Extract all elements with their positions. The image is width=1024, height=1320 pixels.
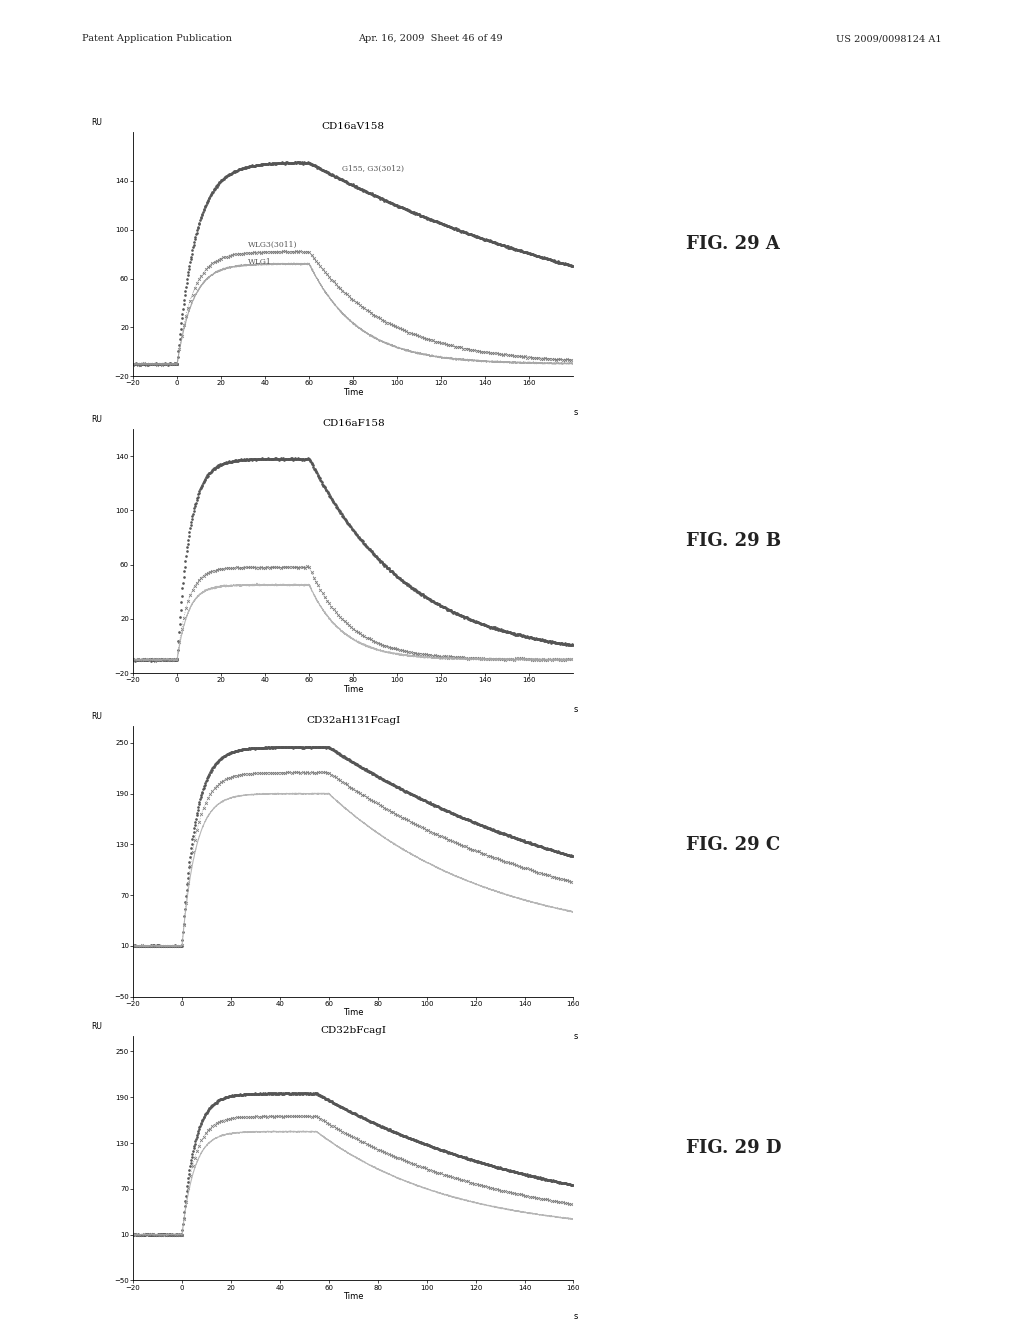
Text: s: s [573,408,578,417]
Text: s: s [573,1032,578,1040]
Text: RU: RU [91,711,102,721]
Text: RU: RU [91,1022,102,1031]
Text: Patent Application Publication: Patent Application Publication [82,34,231,44]
Title: CD32bFcagI: CD32bFcagI [321,1027,386,1035]
Text: US 2009/0098124 A1: US 2009/0098124 A1 [837,34,942,44]
Text: FIG. 29 C: FIG. 29 C [686,836,780,854]
Text: RU: RU [91,117,102,127]
Text: FIG. 29 B: FIG. 29 B [686,532,781,550]
X-axis label: Time: Time [343,685,364,694]
Text: WLG1: WLG1 [248,257,271,265]
X-axis label: Time: Time [343,1292,364,1302]
Text: Apr. 16, 2009  Sheet 46 of 49: Apr. 16, 2009 Sheet 46 of 49 [357,34,503,44]
Title: CD16aF158: CD16aF158 [322,420,385,428]
Text: WLG3(3011): WLG3(3011) [248,240,297,248]
Text: FIG. 29 A: FIG. 29 A [686,235,780,253]
X-axis label: Time: Time [343,388,364,397]
Text: s: s [573,705,578,714]
Text: s: s [573,1312,578,1320]
Text: FIG. 29 D: FIG. 29 D [686,1139,781,1158]
Title: CD32aH131FcagI: CD32aH131FcagI [306,717,400,725]
Text: RU: RU [91,414,102,424]
Text: G155, G3(3012): G155, G3(3012) [342,165,404,173]
X-axis label: Time: Time [343,1008,364,1018]
Title: CD16aV158: CD16aV158 [322,123,385,131]
